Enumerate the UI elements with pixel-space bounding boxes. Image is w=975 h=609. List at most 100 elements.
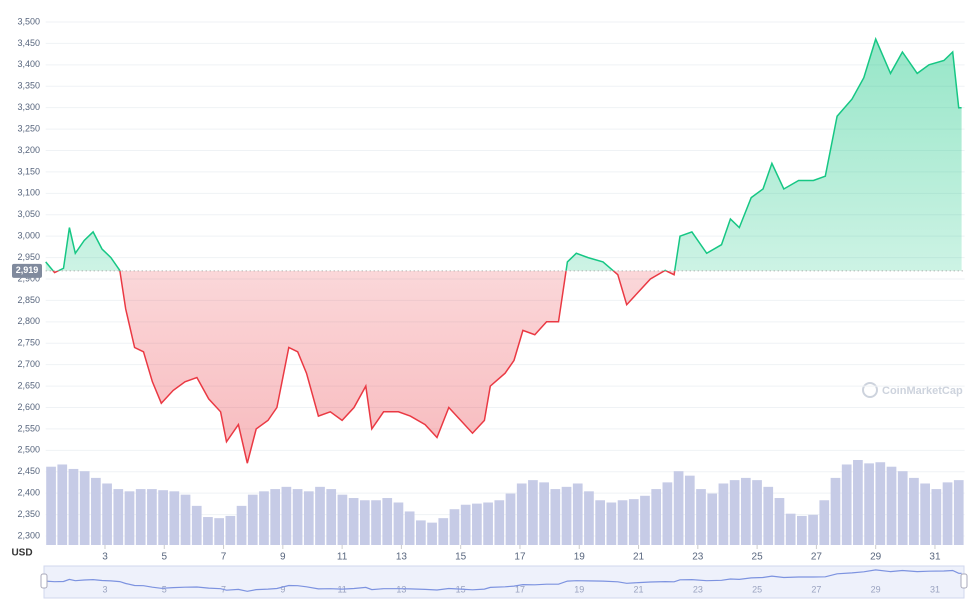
volume-bar: [785, 513, 796, 545]
x-tick-label: 23: [692, 552, 704, 563]
volume-bar: [628, 499, 639, 545]
volume-bar: [79, 471, 90, 545]
navigator-tick-label: 9: [280, 584, 285, 594]
volume-bar: [460, 504, 471, 545]
currency-label: USD: [11, 548, 32, 559]
volume-bar: [841, 464, 852, 545]
volume-bar: [270, 489, 281, 545]
volume-bar: [214, 518, 224, 545]
volume-bar: [797, 515, 807, 545]
x-tick-label: 13: [396, 552, 408, 563]
y-tick-label: 3,100: [17, 188, 40, 198]
volume-bar: [763, 486, 774, 545]
y-tick-label: 2,300: [17, 530, 40, 540]
x-tick-label: 5: [161, 552, 167, 563]
x-tick-label: 3: [102, 552, 108, 563]
volume-bar: [371, 500, 381, 545]
x-tick-label: 27: [811, 552, 823, 563]
volume-bar: [539, 482, 549, 545]
volume-bar: [124, 491, 135, 545]
navigator-tick-label: 13: [396, 584, 406, 594]
volume-bar: [472, 503, 482, 545]
volume-bar: [438, 518, 449, 545]
navigator-tick-label: 5: [162, 584, 167, 594]
watermark: CoinMarketCap: [862, 382, 963, 398]
volume-bar: [393, 502, 404, 545]
volume-bar: [830, 477, 841, 545]
volume-bar: [516, 483, 527, 545]
volume-bar: [931, 489, 942, 545]
y-tick-label: 3,500: [17, 16, 40, 26]
volume-bar: [303, 491, 314, 545]
baseline-badge: [12, 263, 42, 278]
volume-bar: [673, 471, 684, 545]
volume-bar: [808, 514, 818, 545]
navigator-handle[interactable]: [960, 573, 968, 589]
volume-bar: [696, 489, 706, 545]
volume-bar: [718, 483, 729, 545]
navigator-tick-label: 29: [871, 584, 881, 594]
x-tick-label: 11: [337, 552, 348, 563]
volume-bar: [203, 517, 213, 545]
volume-bar: [707, 493, 718, 545]
volume-bar: [886, 466, 897, 545]
volume-bar: [191, 505, 202, 545]
y-tick-label: 2,800: [17, 316, 40, 326]
volume-bar: [292, 489, 303, 545]
volume-bar: [572, 483, 583, 545]
y-tick-label: 3,450: [17, 38, 40, 48]
volume-bar: [584, 491, 594, 545]
volume-bar: [169, 491, 180, 545]
volume-bar: [281, 486, 292, 545]
volume-bar: [416, 520, 426, 545]
navigator[interactable]: [43, 565, 965, 599]
volume-bar: [819, 500, 830, 545]
volume-bar: [684, 475, 695, 545]
volume-bar: [528, 480, 538, 545]
volume-bar: [774, 498, 785, 545]
baseline-label: 2,919: [16, 265, 39, 275]
navigator-tick-label: 27: [811, 584, 821, 594]
navigator-handle[interactable]: [40, 573, 48, 589]
x-tick-label: 15: [455, 552, 467, 563]
area-up: [45, 39, 962, 271]
volume-bar: [953, 480, 964, 545]
y-tick-label: 2,600: [17, 402, 40, 412]
volume-bar: [382, 498, 393, 545]
y-tick-label: 2,950: [17, 252, 40, 262]
volume-bar: [404, 511, 415, 545]
volume-bar: [102, 483, 112, 545]
price-line-up: [45, 36, 962, 271]
watermark-text: CoinMarketCap: [882, 385, 963, 397]
y-tick-label: 3,150: [17, 166, 40, 176]
volume-bar: [158, 490, 168, 545]
navigator-tick-label: 25: [752, 584, 762, 594]
navigator-tick-label: 31: [930, 584, 940, 594]
volume-bar: [348, 498, 359, 545]
y-tick-label: 3,400: [17, 59, 40, 69]
y-tick-label: 2,350: [17, 509, 40, 519]
x-tick-label: 17: [514, 552, 526, 563]
volume-bar: [729, 480, 740, 545]
volume-bar: [427, 522, 437, 545]
volume-bar: [236, 505, 247, 545]
volume-bar: [550, 489, 561, 545]
y-tick-label: 2,850: [17, 295, 40, 305]
volume-bar: [875, 462, 886, 545]
x-tick-label: 21: [633, 552, 645, 563]
y-tick-label: 2,900: [17, 273, 40, 283]
y-tick-label: 3,350: [17, 81, 40, 91]
volume-bar: [483, 502, 493, 545]
volume-bar: [259, 491, 269, 545]
volume-bar: [942, 482, 953, 545]
volume-bar: [449, 509, 460, 545]
y-tick-label: 3,050: [17, 209, 40, 219]
volume-bar: [359, 500, 370, 545]
navigator-line: [45, 569, 962, 592]
volume-bar: [135, 489, 146, 545]
y-tick-label: 2,700: [17, 359, 40, 369]
y-tick-label: 2,450: [17, 466, 40, 476]
volume-bar: [561, 486, 572, 545]
x-tick-label: 7: [221, 552, 227, 563]
volume-bar: [68, 468, 79, 545]
